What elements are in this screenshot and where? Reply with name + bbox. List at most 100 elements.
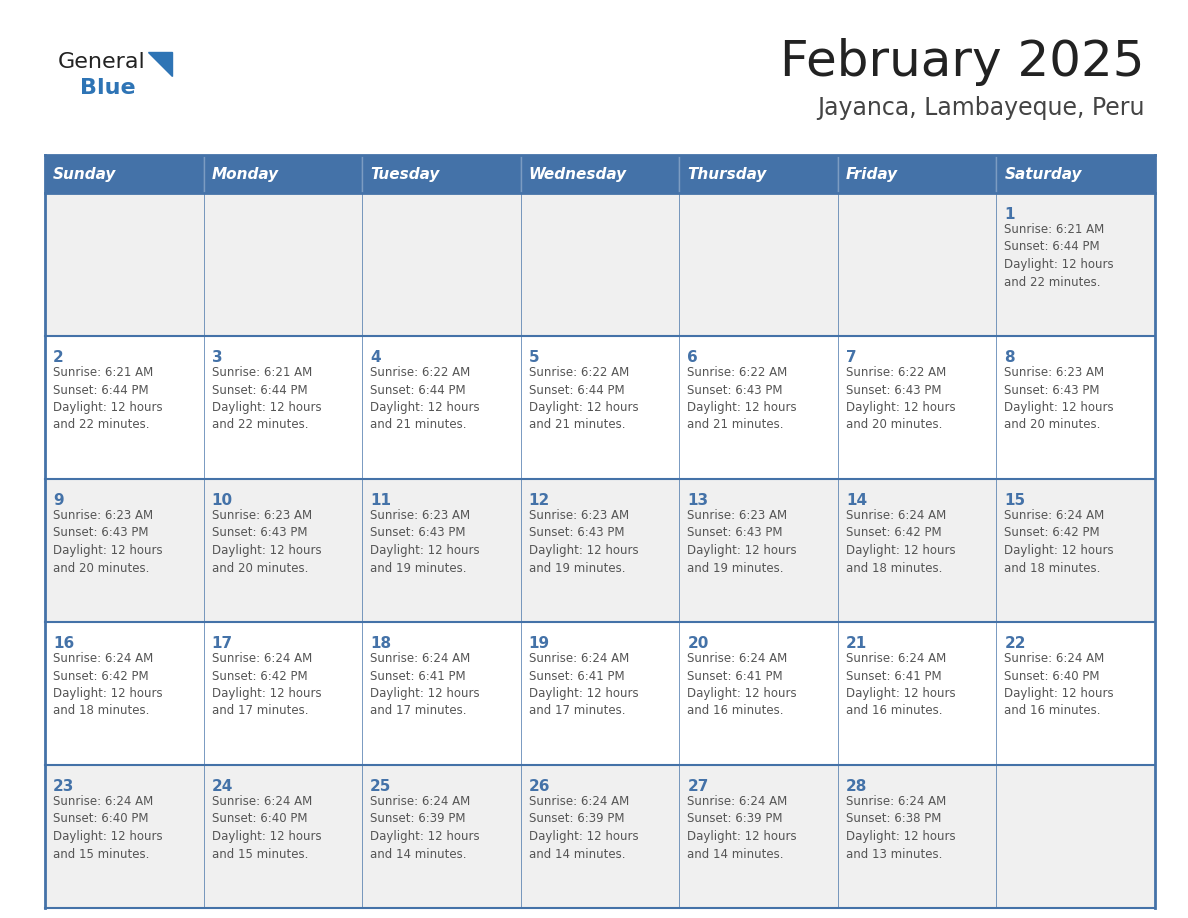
Text: 12: 12 [529, 493, 550, 508]
Bar [520, 155, 680, 193]
Text: Saturday: Saturday [1004, 166, 1082, 182]
Bar [362, 155, 520, 193]
Text: 2: 2 [53, 350, 64, 365]
Text: 23: 23 [53, 779, 75, 794]
Text: 10: 10 [211, 493, 233, 508]
Bar [680, 479, 838, 622]
Text: 1: 1 [1004, 207, 1015, 222]
Bar [997, 336, 1155, 479]
Bar [45, 479, 203, 622]
Text: Sunrise: 6:24 AM
Sunset: 6:42 PM
Daylight: 12 hours
and 18 minutes.: Sunrise: 6:24 AM Sunset: 6:42 PM Dayligh… [846, 509, 955, 575]
Text: 16: 16 [53, 636, 74, 651]
Text: Sunrise: 6:23 AM
Sunset: 6:43 PM
Daylight: 12 hours
and 20 minutes.: Sunrise: 6:23 AM Sunset: 6:43 PM Dayligh… [53, 509, 163, 575]
Text: Sunrise: 6:21 AM
Sunset: 6:44 PM
Daylight: 12 hours
and 22 minutes.: Sunrise: 6:21 AM Sunset: 6:44 PM Dayligh… [211, 366, 321, 431]
Bar [520, 193, 680, 336]
Text: Monday: Monday [211, 166, 279, 182]
Text: Sunrise: 6:23 AM
Sunset: 6:43 PM
Daylight: 12 hours
and 20 minutes.: Sunrise: 6:23 AM Sunset: 6:43 PM Dayligh… [1004, 366, 1114, 431]
Bar [838, 622, 997, 765]
Bar [203, 155, 362, 193]
Text: Sunrise: 6:23 AM
Sunset: 6:43 PM
Daylight: 12 hours
and 19 minutes.: Sunrise: 6:23 AM Sunset: 6:43 PM Dayligh… [688, 509, 797, 575]
Bar [520, 479, 680, 622]
Text: 3: 3 [211, 350, 222, 365]
Bar [520, 765, 680, 908]
Bar [838, 193, 997, 336]
Bar [362, 622, 520, 765]
Text: Tuesday: Tuesday [371, 166, 440, 182]
Bar [45, 193, 203, 336]
Text: Sunrise: 6:24 AM
Sunset: 6:39 PM
Daylight: 12 hours
and 14 minutes.: Sunrise: 6:24 AM Sunset: 6:39 PM Dayligh… [371, 795, 480, 860]
Text: Sunrise: 6:24 AM
Sunset: 6:41 PM
Daylight: 12 hours
and 16 minutes.: Sunrise: 6:24 AM Sunset: 6:41 PM Dayligh… [846, 652, 955, 718]
Text: Sunrise: 6:22 AM
Sunset: 6:43 PM
Daylight: 12 hours
and 21 minutes.: Sunrise: 6:22 AM Sunset: 6:43 PM Dayligh… [688, 366, 797, 431]
Bar [203, 193, 362, 336]
Text: Sunrise: 6:21 AM
Sunset: 6:44 PM
Daylight: 12 hours
and 22 minutes.: Sunrise: 6:21 AM Sunset: 6:44 PM Dayligh… [53, 366, 163, 431]
Text: Sunrise: 6:24 AM
Sunset: 6:42 PM
Daylight: 12 hours
and 18 minutes.: Sunrise: 6:24 AM Sunset: 6:42 PM Dayligh… [1004, 509, 1114, 575]
Bar [45, 622, 203, 765]
Bar [203, 479, 362, 622]
Text: 13: 13 [688, 493, 708, 508]
Bar [520, 336, 680, 479]
Text: Sunrise: 6:24 AM
Sunset: 6:38 PM
Daylight: 12 hours
and 13 minutes.: Sunrise: 6:24 AM Sunset: 6:38 PM Dayligh… [846, 795, 955, 860]
Text: February 2025: February 2025 [781, 38, 1145, 86]
Bar [45, 336, 203, 479]
Text: Sunrise: 6:24 AM
Sunset: 6:39 PM
Daylight: 12 hours
and 14 minutes.: Sunrise: 6:24 AM Sunset: 6:39 PM Dayligh… [688, 795, 797, 860]
Text: 4: 4 [371, 350, 381, 365]
Bar [997, 193, 1155, 336]
Text: Sunrise: 6:24 AM
Sunset: 6:42 PM
Daylight: 12 hours
and 17 minutes.: Sunrise: 6:24 AM Sunset: 6:42 PM Dayligh… [211, 652, 321, 718]
Text: Sunrise: 6:23 AM
Sunset: 6:43 PM
Daylight: 12 hours
and 19 minutes.: Sunrise: 6:23 AM Sunset: 6:43 PM Dayligh… [371, 509, 480, 575]
Bar [997, 155, 1155, 193]
Bar [997, 765, 1155, 908]
Text: Blue: Blue [80, 78, 135, 98]
Bar [838, 155, 997, 193]
Text: 6: 6 [688, 350, 699, 365]
Text: 15: 15 [1004, 493, 1025, 508]
Text: 14: 14 [846, 493, 867, 508]
Text: Sunrise: 6:24 AM
Sunset: 6:41 PM
Daylight: 12 hours
and 16 minutes.: Sunrise: 6:24 AM Sunset: 6:41 PM Dayligh… [688, 652, 797, 718]
Text: Sunrise: 6:23 AM
Sunset: 6:43 PM
Daylight: 12 hours
and 19 minutes.: Sunrise: 6:23 AM Sunset: 6:43 PM Dayligh… [529, 509, 638, 575]
Bar [680, 336, 838, 479]
Polygon shape [148, 52, 172, 76]
Bar [520, 622, 680, 765]
Text: 18: 18 [371, 636, 391, 651]
Bar [362, 765, 520, 908]
Text: Sunrise: 6:22 AM
Sunset: 6:44 PM
Daylight: 12 hours
and 21 minutes.: Sunrise: 6:22 AM Sunset: 6:44 PM Dayligh… [371, 366, 480, 431]
Bar [997, 479, 1155, 622]
Text: 8: 8 [1004, 350, 1015, 365]
Bar [680, 193, 838, 336]
Text: Sunrise: 6:22 AM
Sunset: 6:44 PM
Daylight: 12 hours
and 21 minutes.: Sunrise: 6:22 AM Sunset: 6:44 PM Dayligh… [529, 366, 638, 431]
Bar [203, 622, 362, 765]
Text: 7: 7 [846, 350, 857, 365]
Text: Friday: Friday [846, 166, 898, 182]
Text: Sunrise: 6:24 AM
Sunset: 6:40 PM
Daylight: 12 hours
and 16 minutes.: Sunrise: 6:24 AM Sunset: 6:40 PM Dayligh… [1004, 652, 1114, 718]
Text: 5: 5 [529, 350, 539, 365]
Bar [838, 765, 997, 908]
Text: 20: 20 [688, 636, 709, 651]
Text: Sunrise: 6:24 AM
Sunset: 6:40 PM
Daylight: 12 hours
and 15 minutes.: Sunrise: 6:24 AM Sunset: 6:40 PM Dayligh… [53, 795, 163, 860]
Text: 17: 17 [211, 636, 233, 651]
Text: 28: 28 [846, 779, 867, 794]
Text: Sunrise: 6:24 AM
Sunset: 6:42 PM
Daylight: 12 hours
and 18 minutes.: Sunrise: 6:24 AM Sunset: 6:42 PM Dayligh… [53, 652, 163, 718]
Text: 25: 25 [371, 779, 392, 794]
Bar [997, 622, 1155, 765]
Text: 21: 21 [846, 636, 867, 651]
Text: Sunday: Sunday [53, 166, 116, 182]
Text: 11: 11 [371, 493, 391, 508]
Text: 27: 27 [688, 779, 709, 794]
Text: General: General [58, 52, 146, 72]
Bar [680, 622, 838, 765]
Text: Thursday: Thursday [688, 166, 766, 182]
Text: 9: 9 [53, 493, 64, 508]
Text: 22: 22 [1004, 636, 1026, 651]
Text: 26: 26 [529, 779, 550, 794]
Text: Sunrise: 6:24 AM
Sunset: 6:41 PM
Daylight: 12 hours
and 17 minutes.: Sunrise: 6:24 AM Sunset: 6:41 PM Dayligh… [371, 652, 480, 718]
Text: 19: 19 [529, 636, 550, 651]
Bar [45, 155, 203, 193]
Text: Sunrise: 6:21 AM
Sunset: 6:44 PM
Daylight: 12 hours
and 22 minutes.: Sunrise: 6:21 AM Sunset: 6:44 PM Dayligh… [1004, 223, 1114, 288]
Text: Sunrise: 6:24 AM
Sunset: 6:39 PM
Daylight: 12 hours
and 14 minutes.: Sunrise: 6:24 AM Sunset: 6:39 PM Dayligh… [529, 795, 638, 860]
Text: Sunrise: 6:22 AM
Sunset: 6:43 PM
Daylight: 12 hours
and 20 minutes.: Sunrise: 6:22 AM Sunset: 6:43 PM Dayligh… [846, 366, 955, 431]
Bar [838, 336, 997, 479]
Bar [362, 336, 520, 479]
Bar [680, 765, 838, 908]
Text: 24: 24 [211, 779, 233, 794]
Text: Wednesday: Wednesday [529, 166, 627, 182]
Text: Sunrise: 6:24 AM
Sunset: 6:40 PM
Daylight: 12 hours
and 15 minutes.: Sunrise: 6:24 AM Sunset: 6:40 PM Dayligh… [211, 795, 321, 860]
